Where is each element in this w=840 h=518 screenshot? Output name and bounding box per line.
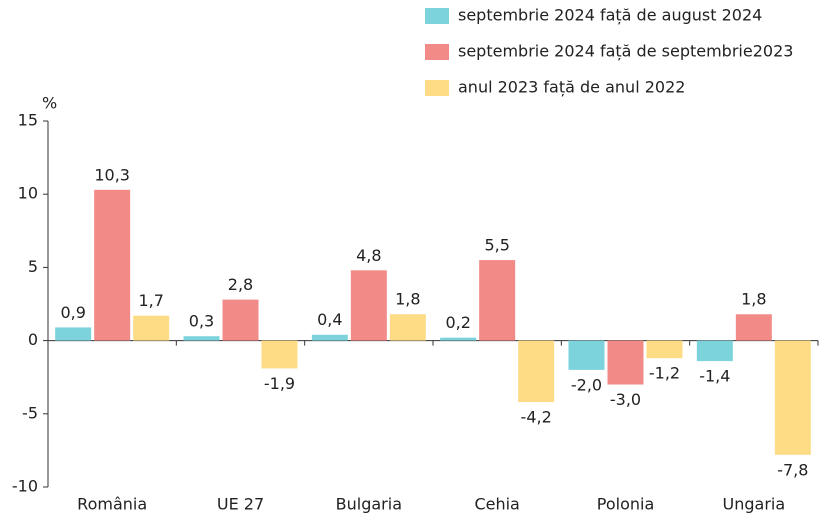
bar (183, 336, 220, 341)
x-tick-label: Polonia (597, 495, 655, 514)
value-label: 1,7 (138, 291, 163, 310)
value-label: 1,8 (395, 290, 420, 309)
value-label: 1,8 (741, 290, 766, 309)
value-label: 0,2 (445, 313, 470, 332)
value-label: 2,8 (228, 275, 253, 294)
bar (389, 314, 426, 341)
value-label: -7,8 (777, 460, 808, 479)
value-label: 5,5 (484, 236, 509, 255)
value-label: -3,0 (610, 390, 641, 409)
x-tick-label: Cehia (474, 495, 519, 514)
x-tick-label: Bulgaria (336, 495, 402, 514)
value-label: 0,4 (317, 310, 342, 329)
y-unit: % (42, 94, 57, 113)
bar (55, 327, 92, 341)
y-tick-label: -10 (12, 477, 38, 496)
value-label: -1,9 (264, 374, 295, 393)
value-label: 10,3 (94, 165, 130, 184)
legend-swatch (425, 80, 449, 96)
bar (311, 334, 348, 341)
value-label: -2,0 (571, 375, 602, 394)
legend-swatch (425, 44, 449, 60)
value-label: -1,2 (649, 364, 680, 383)
bar (696, 340, 733, 362)
bar (568, 340, 605, 370)
y-tick-label: -5 (22, 403, 38, 422)
y-tick-label: 15 (18, 111, 38, 130)
value-label: 0,9 (60, 303, 85, 322)
value-label: -4,2 (521, 408, 552, 427)
x-tick-label: UE 27 (217, 495, 264, 514)
x-tick-label: Ungaria (723, 495, 786, 514)
legend-label: septembrie 2024 față de septembrie2023 (458, 42, 793, 61)
bar (440, 337, 477, 341)
legend-label: septembrie 2024 față de august 2024 (458, 6, 762, 25)
bar (133, 315, 170, 341)
bar (261, 340, 298, 369)
y-tick-label: 10 (18, 184, 38, 203)
bar (646, 340, 683, 359)
y-tick-label: 5 (28, 257, 38, 276)
bar (607, 340, 644, 385)
bar (94, 189, 131, 341)
bar (222, 299, 259, 341)
legend-swatch (425, 8, 449, 24)
value-label: 0,3 (189, 312, 214, 331)
value-label: 4,8 (356, 246, 381, 265)
bar (350, 270, 387, 341)
bar (735, 314, 772, 341)
bar (479, 260, 516, 341)
bar (518, 340, 555, 403)
value-label: -1,4 (699, 367, 730, 386)
bar (774, 340, 811, 455)
x-tick-label: România (77, 495, 147, 514)
legend-label: anul 2023 față de anul 2022 (458, 78, 685, 97)
y-tick-label: 0 (28, 330, 38, 349)
